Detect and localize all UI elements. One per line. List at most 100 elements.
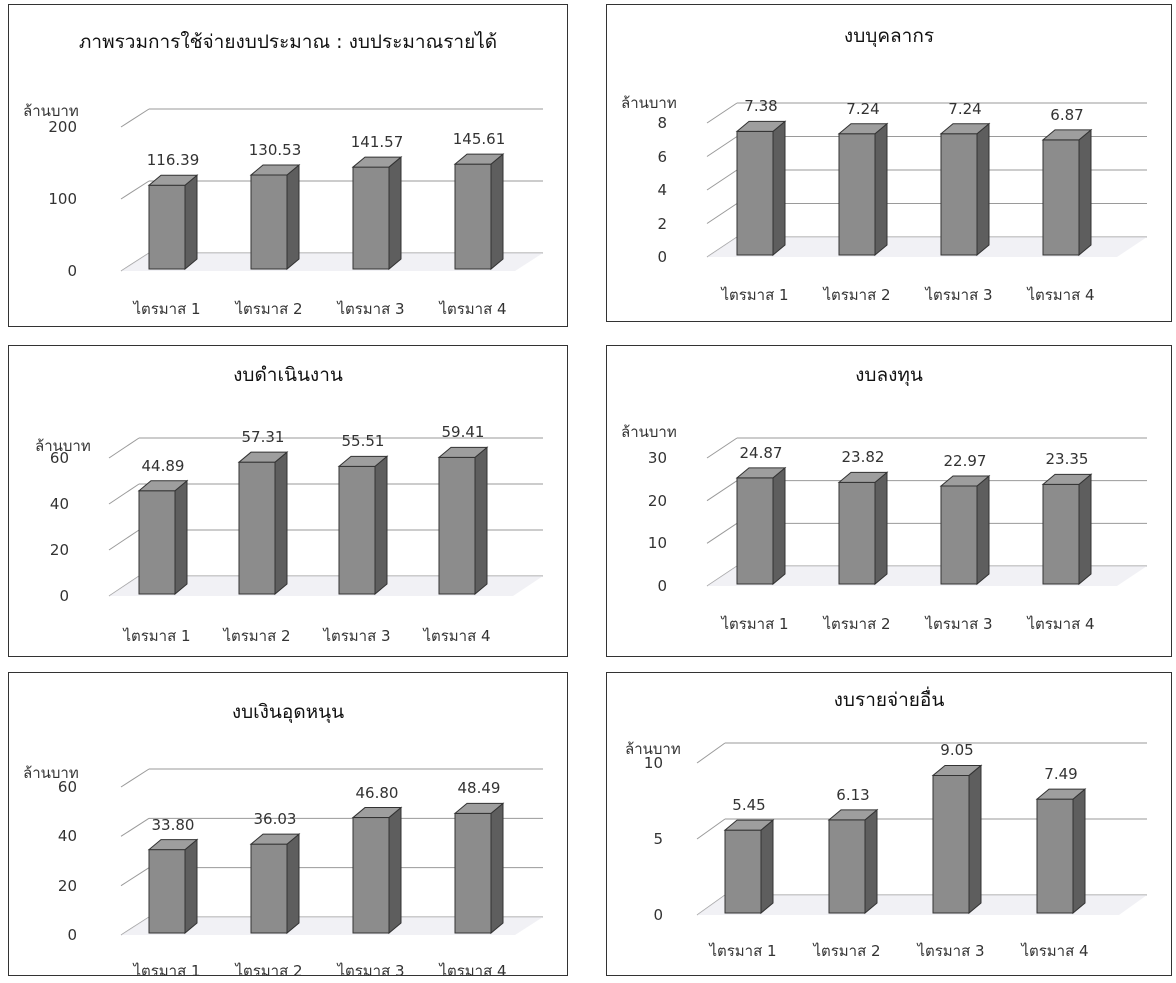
x-tick-label: ไตรมาส 4 — [423, 627, 491, 645]
bar — [137, 479, 189, 596]
bar — [453, 153, 505, 271]
y-tick-label: 4 — [657, 181, 667, 199]
x-tick-label: ไตรมาส 1 — [133, 962, 201, 980]
chart-title: งบลงทุน — [855, 364, 923, 386]
y-tick-label: 30 — [647, 449, 667, 467]
gridline — [706, 437, 1147, 459]
x-tick-label: ไตรมาส 2 — [823, 615, 891, 633]
data-label: 5.45 — [732, 796, 766, 815]
gridline — [706, 102, 1147, 124]
data-label: 59.41 — [441, 423, 485, 442]
y-axis-unit-label: ล้านบาท — [625, 740, 681, 758]
data-label: 24.87 — [739, 443, 783, 462]
data-label: 23.35 — [1045, 450, 1089, 469]
x-tick-label: ไตรมาส 3 — [337, 962, 405, 980]
data-label: 141.57 — [350, 133, 404, 152]
chart-floor — [121, 253, 543, 271]
chart-floor — [121, 917, 543, 935]
chart-panel-operations: งบดำเนินงาน ล้านบาท 0 20 40 60 44.89 ไตรมาส 1… — [8, 345, 568, 657]
chart-panel-personnel: งบบุคลากร ล้านบาท 0 2 4 6 8 7.38 ไตรมาส 1 7.24 ไ… — [606, 4, 1172, 322]
data-label: 22.97 — [943, 451, 987, 470]
bar — [939, 474, 991, 586]
bar — [147, 174, 199, 271]
data-label: 23.82 — [841, 448, 885, 467]
x-tick-label: ไตรมาส 3 — [925, 286, 993, 304]
chart-title: งบเงินอุดหนุน — [231, 701, 345, 723]
x-tick-label: ไตรมาส 4 — [1027, 615, 1095, 633]
bar — [837, 122, 889, 257]
bar — [735, 120, 787, 257]
data-label: 36.03 — [253, 810, 297, 829]
bar — [931, 764, 983, 915]
x-tick-label: ไตรมาส 1 — [721, 286, 789, 304]
y-tick-label: 200 — [48, 118, 77, 136]
data-label: 7.24 — [846, 99, 880, 118]
y-tick-label: 0 — [67, 926, 77, 944]
x-tick-label: ไตรมาส 3 — [917, 942, 985, 960]
y-tick-label: 20 — [57, 876, 77, 895]
x-tick-label: ไตรมาส 2 — [223, 627, 291, 645]
y-tick-label: 10 — [643, 754, 663, 772]
data-label: 55.51 — [341, 432, 385, 451]
bar — [249, 163, 301, 271]
y-axis-unit-label: ล้านบาท — [23, 764, 79, 782]
y-tick-label: 60 — [49, 449, 69, 467]
x-tick-label: ไตรมาส 1 — [709, 942, 777, 960]
chart-floor — [707, 237, 1147, 257]
chart-plot-other — [696, 742, 1147, 916]
chart-title: งบดำเนินงาน — [233, 364, 343, 386]
x-tick-label: ไตรมาส 2 — [235, 962, 303, 980]
data-label: 46.80 — [355, 783, 399, 802]
gridline — [120, 768, 543, 788]
data-label: 7.38 — [744, 97, 778, 116]
data-label: 57.31 — [241, 428, 285, 447]
bar — [351, 156, 403, 271]
y-tick-label: 10 — [647, 534, 667, 553]
y-tick-label: 20 — [49, 541, 69, 559]
gridline — [696, 742, 1147, 764]
data-label: 6.87 — [1050, 105, 1084, 124]
chart-title: ภาพรวมการใช้จ่ายงบประมาณ : งบประมาณรายได… — [78, 31, 498, 53]
bar — [453, 802, 505, 935]
bar — [1041, 128, 1093, 257]
bar — [827, 808, 879, 915]
chart-floor — [109, 576, 543, 596]
bar — [437, 446, 489, 596]
y-tick-label: 2 — [657, 214, 667, 233]
x-tick-label: ไตรมาส 1 — [721, 615, 789, 633]
data-label: 9.05 — [940, 741, 974, 760]
y-tick-label: 20 — [647, 491, 667, 510]
chart-title: งบบุคลากร — [843, 25, 935, 47]
x-tick-label: ไตรมาส 4 — [439, 962, 507, 980]
y-tick-label: 100 — [48, 190, 77, 208]
y-tick-label: 8 — [657, 114, 667, 132]
data-label: 6.13 — [836, 785, 870, 804]
bar — [939, 122, 991, 257]
chart-floor — [697, 895, 1147, 915]
bar — [1035, 788, 1087, 915]
data-label: 130.53 — [248, 141, 302, 160]
x-tick-label: ไตรมาส 4 — [1027, 286, 1095, 304]
chart-plot-investment — [706, 437, 1147, 587]
chart-panel-overview: ภาพรวมการใช้จ่ายงบประมาณ : งบประมาณรายได… — [8, 4, 568, 327]
gridline — [108, 437, 543, 459]
chart-plot-subsidy — [120, 768, 543, 936]
y-axis-unit-label: ล้านบาท — [23, 102, 79, 120]
chart-plot-operations — [108, 437, 543, 597]
chart-panel-investment: งบลงทุน ล้านบาท 0 10 20 30 24.87 ไตรมาส 1 23.8… — [606, 345, 1172, 657]
bar — [735, 466, 787, 586]
chart-panel-other: งบรายจ่ายอื่น ล้านบาท 0 5 10 5.45 ไตรมาส 1 6.… — [606, 672, 1172, 976]
x-tick-label: ไตรมาส 1 — [123, 627, 191, 645]
data-label: 145.61 — [452, 130, 506, 149]
y-axis-unit-label: ล้านบาท — [621, 423, 677, 441]
bar — [1041, 473, 1093, 586]
data-label: 7.49 — [1044, 765, 1078, 784]
y-tick-label: 0 — [657, 577, 667, 595]
x-tick-label: ไตรมาส 3 — [925, 615, 993, 633]
chart-plot-personnel — [706, 102, 1147, 258]
data-label: 33.80 — [151, 815, 195, 834]
chart-panel-subsidy: งบเงินอุดหนุน ล้านบาท 0 20 40 60 33.80 ไตรมาส… — [8, 672, 568, 980]
x-tick-label: ไตรมาส 3 — [337, 300, 405, 318]
gridline — [120, 108, 543, 128]
x-tick-label: ไตรมาส 2 — [813, 942, 881, 960]
